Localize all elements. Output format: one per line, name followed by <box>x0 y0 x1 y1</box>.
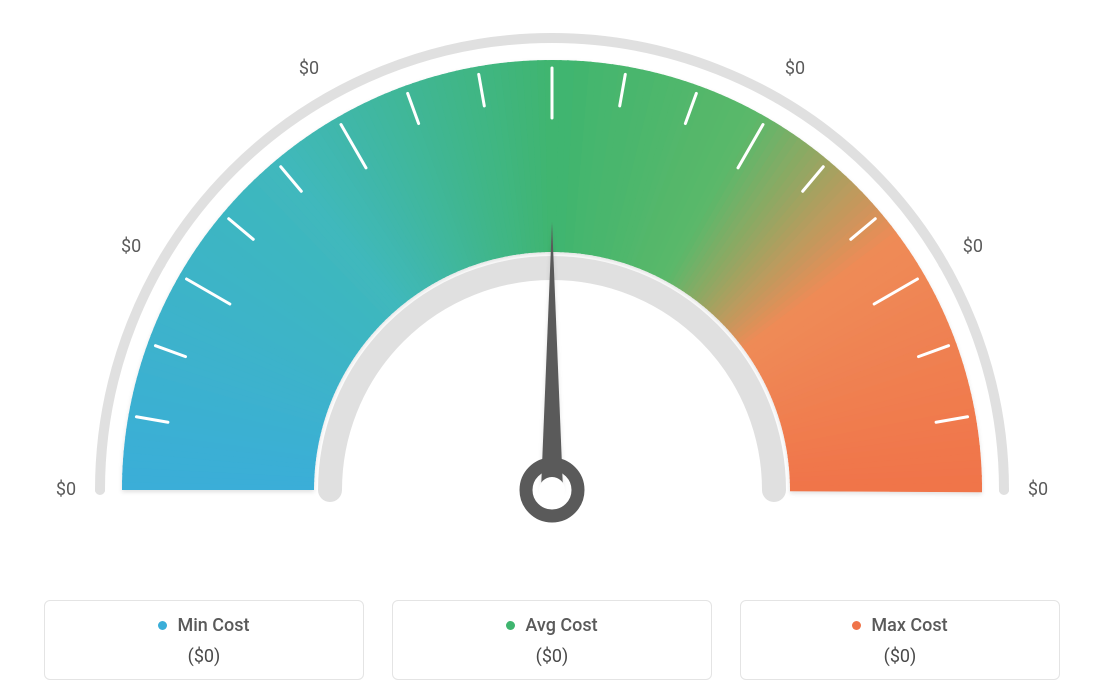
legend-dot-max <box>852 621 861 630</box>
svg-text:$0: $0 <box>299 58 319 79</box>
legend-label-max: Max Cost <box>871 615 947 636</box>
svg-text:$0: $0 <box>1028 479 1048 500</box>
legend-dot-min <box>158 621 167 630</box>
gauge-chart: $0$0$0$0$0$0$0 <box>0 0 1104 560</box>
legend-card-avg: Avg Cost ($0) <box>392 600 712 680</box>
legend-label-min: Min Cost <box>177 615 249 636</box>
legend-value-avg: ($0) <box>403 646 701 667</box>
svg-text:$0: $0 <box>56 479 76 500</box>
legend-card-min: Min Cost ($0) <box>44 600 364 680</box>
legend-value-max: ($0) <box>751 646 1049 667</box>
legend-label-avg: Avg Cost <box>525 615 597 636</box>
svg-text:$0: $0 <box>785 58 805 79</box>
legend-value-min: ($0) <box>55 646 353 667</box>
legend-row: Min Cost ($0) Avg Cost ($0) Max Cost ($0… <box>0 600 1104 680</box>
legend-card-max: Max Cost ($0) <box>740 600 1060 680</box>
gauge-svg: $0$0$0$0$0$0$0 <box>42 20 1062 560</box>
svg-text:$0: $0 <box>963 236 983 257</box>
legend-title-min: Min Cost <box>158 615 249 636</box>
legend-title-avg: Avg Cost <box>506 615 597 636</box>
legend-title-max: Max Cost <box>852 615 947 636</box>
svg-text:$0: $0 <box>121 236 141 257</box>
legend-dot-avg <box>506 621 515 630</box>
